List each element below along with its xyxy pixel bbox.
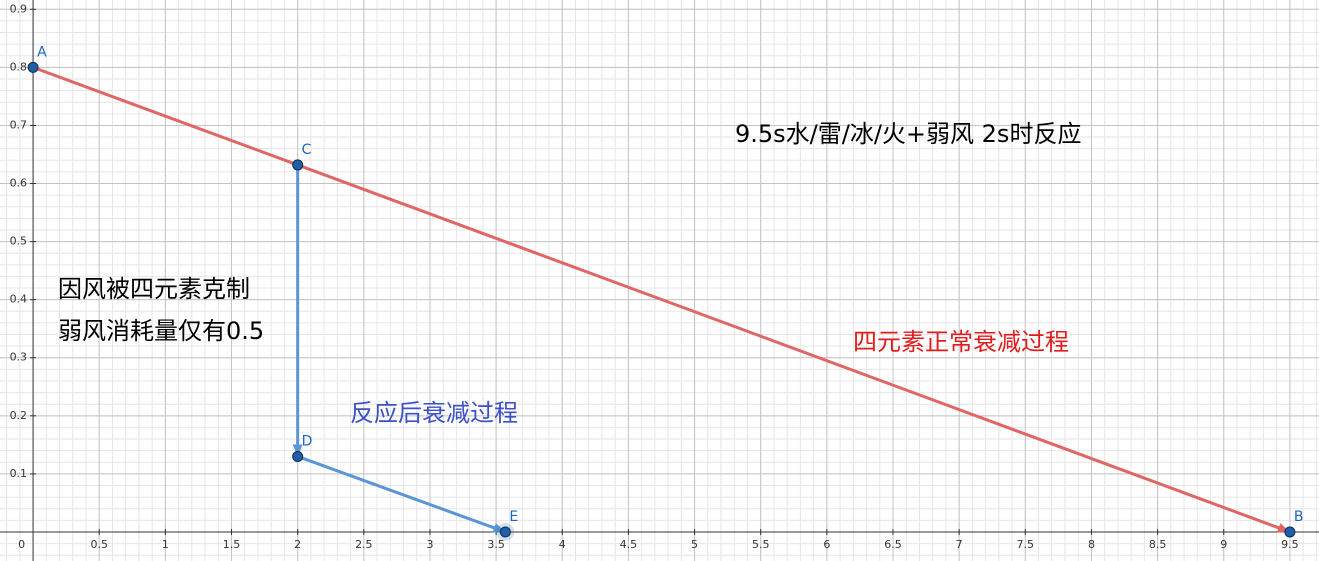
x-tick-label: 0 (18, 538, 25, 551)
y-tick-label: 0.6 (10, 177, 28, 190)
x-tick-label: 5.5 (752, 538, 770, 551)
x-tick-label: 2 (294, 538, 301, 551)
point (27, 61, 39, 73)
x-tick-label: 9 (1220, 538, 1227, 551)
y-tick-label: 0.3 (10, 351, 28, 364)
x-tick-label: 3 (426, 538, 433, 551)
annotation: 四元素正常衰减过程 (853, 328, 1069, 356)
y-tick-label: 0.7 (10, 118, 28, 131)
x-tick-label: 8 (1088, 538, 1095, 551)
annotation: 9.5s水/雷/冰/火+弱风 2s时反应 (735, 120, 1081, 148)
y-tick-label: 0.5 (10, 235, 28, 248)
x-tick-label: 1 (162, 538, 169, 551)
point (499, 526, 511, 538)
annotation: 弱风消耗量仅有0.5 (58, 317, 264, 345)
point-label: B (1294, 509, 1304, 525)
point-label: D (302, 433, 313, 449)
y-tick-label: 0.9 (10, 2, 28, 15)
x-tick-label: 7.5 (1017, 538, 1035, 551)
y-tick-label: 0.1 (10, 467, 28, 480)
point (292, 450, 304, 462)
y-tick-label: 0.4 (10, 293, 28, 306)
annotation: 反应后衰减过程 (350, 399, 518, 427)
marks: A C B D E (27, 44, 1304, 541)
point-label: E (509, 509, 518, 525)
x-tick-label: 7 (956, 538, 963, 551)
annotation: 因风被四元素克制 (58, 275, 250, 303)
point-label: A (37, 44, 47, 60)
y-tick-label: 0.2 (10, 409, 28, 422)
point-label: C (302, 142, 312, 158)
x-tick-label: 6.5 (884, 538, 902, 551)
x-tick-label: 9.5 (1281, 538, 1299, 551)
x-tick-label: 6 (823, 538, 830, 551)
point (1284, 526, 1296, 538)
x-tick-label: 0.5 (90, 538, 108, 551)
y-tick-label: 0.8 (10, 60, 28, 73)
x-tick-label: 1.5 (223, 538, 241, 551)
x-tick-label: 8.5 (1149, 538, 1167, 551)
x-tick-label: 5 (691, 538, 698, 551)
point (292, 159, 304, 171)
x-tick-label: 2.5 (355, 538, 373, 551)
x-tick-label: 4.5 (620, 538, 638, 551)
x-tick-label: 4 (559, 538, 566, 551)
x-tick-label: 3.5 (487, 538, 505, 551)
arrowhead (292, 444, 303, 457)
